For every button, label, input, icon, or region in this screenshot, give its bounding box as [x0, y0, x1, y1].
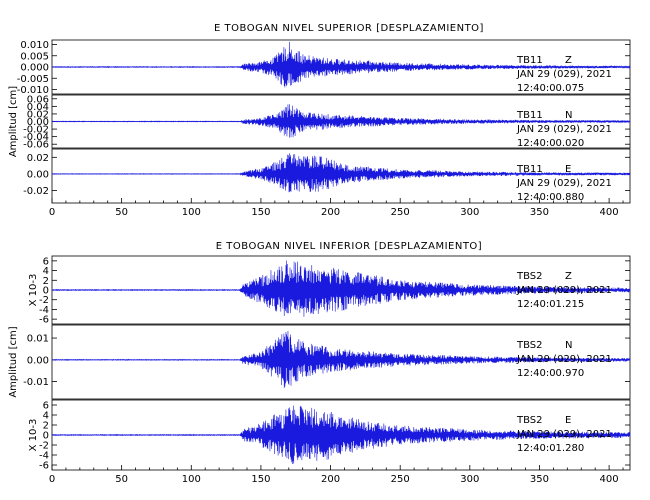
- y-tick-label: -0.01: [23, 377, 49, 388]
- y-tick-label: -0.06: [23, 140, 49, 151]
- y-tick-label: 0.04: [27, 102, 49, 113]
- seismic-trace: [51, 260, 631, 317]
- y-tick-label: 2: [43, 421, 49, 432]
- y-tick-label: 0.00: [27, 355, 49, 366]
- x-tick-label: 300: [460, 474, 479, 485]
- station-label: TBS2: [516, 415, 543, 426]
- chart-nivel-inferior: E TOBOGAN NIVEL INFERIOR [DESPLAZAMIENTO…: [8, 241, 631, 485]
- x-tick-label: 50: [115, 474, 128, 485]
- y-tick-label: 2: [43, 276, 49, 287]
- seismic-trace: [51, 153, 631, 193]
- y-tick-label: -4: [39, 305, 49, 316]
- time-label: 12:40:00.075: [517, 83, 584, 94]
- y-tick-label: -0.02: [23, 125, 49, 136]
- y-tick-label: 4: [43, 266, 49, 277]
- y-tick-label: -6: [39, 315, 49, 326]
- trace-panel-tb11-e: 0.02 0.00 -0.02 TB11 E JAN 29 (029), 2021 12:4…: [23, 148, 631, 204]
- component-label: N: [565, 110, 572, 121]
- y-tick-label: -4: [39, 451, 49, 462]
- component-label: N: [565, 340, 572, 351]
- panel-frame: [51, 324, 631, 400]
- y-tick-label: 0.02: [27, 153, 49, 164]
- station-label: TB11: [516, 55, 543, 66]
- y-axis-label: Amplitud [cm]: [8, 86, 19, 157]
- x-tick-label: 50: [115, 207, 128, 218]
- time-label: 12:40:00.020: [517, 138, 584, 149]
- x-tick-label: 0: [49, 474, 55, 485]
- y-tick-label: 0.06: [27, 94, 49, 105]
- station-label: TB11: [516, 164, 543, 175]
- time-label: 12:40:01.215: [517, 299, 584, 310]
- component-label: E: [565, 415, 571, 426]
- y-tick-label: 0.000: [20, 63, 49, 74]
- date-label: JAN 29 (029), 2021: [516, 354, 612, 365]
- component-label: Z: [565, 55, 572, 66]
- x-tick-label: 250: [391, 474, 410, 485]
- y-tick-label: 0.00: [27, 117, 49, 128]
- y-tick-label: 0: [43, 431, 49, 442]
- seismic-trace: [51, 330, 631, 388]
- x-tick-label: 350: [530, 207, 549, 218]
- time-label: 12:40:00.970: [517, 368, 584, 379]
- component-label: E: [565, 164, 571, 175]
- station-label: TBS2: [516, 340, 543, 351]
- panel-frame: [51, 148, 631, 204]
- y-tick-label: 0.01: [27, 334, 49, 345]
- y-tick-label: 0: [43, 286, 49, 297]
- date-label: JAN 29 (029), 2021: [516, 429, 612, 440]
- station-label: TBS2: [516, 271, 543, 282]
- scale-label: X 10-3: [28, 274, 39, 307]
- y-tick-label: 6: [43, 401, 49, 412]
- scale-label: X 10-3: [28, 419, 39, 452]
- y-tick-label: -0.02: [23, 186, 49, 197]
- trace-panel-tbs2-n: 0.01 0.00 -0.01 TBS2 N JAN 29 (029), 2021 12:4…: [23, 324, 631, 400]
- x-tick-label: 100: [182, 474, 201, 485]
- time-label: 12:40:01.280: [517, 443, 584, 454]
- time-label: 12:40:00.880: [517, 192, 584, 203]
- x-tick-label: 150: [251, 207, 270, 218]
- x-tick-label: 150: [251, 474, 270, 485]
- x-tick-label: 400: [600, 207, 619, 218]
- y-tick-label: 6: [43, 256, 49, 267]
- y-tick-label: 0.010: [20, 40, 49, 51]
- y-tick-label: -6: [39, 461, 49, 472]
- x-tick-label: 200: [321, 207, 340, 218]
- seismic-trace: [51, 405, 631, 465]
- y-tick-label: 0.005: [20, 51, 49, 62]
- date-label: JAN 29 (029), 2021: [516, 178, 612, 189]
- y-tick-label: -0.010: [17, 85, 49, 96]
- x-tick-label: 400: [600, 474, 619, 485]
- y-tick-label: -2: [39, 295, 49, 306]
- y-tick-label: -0.005: [17, 74, 49, 85]
- chart-title: E TOBOGAN NIVEL INFERIOR [DESPLAZAMIENTO…: [216, 241, 482, 252]
- x-tick-label: 100: [182, 207, 201, 218]
- seismic-trace: [51, 104, 631, 138]
- component-label: Z: [565, 271, 572, 282]
- station-label: TB11: [516, 110, 543, 121]
- chart-nivel-superior: E TOBOGAN NIVEL SUPERIOR [DESPLAZAMIENTO…: [8, 23, 631, 218]
- y-tick-label: 4: [43, 411, 49, 422]
- date-label: JAN 29 (029), 2021: [516, 124, 612, 135]
- y-tick-label: -0.04: [23, 132, 49, 143]
- trace-panel-tb11-n: 0.060.040.020.00-0.02-0.04-0.06 TB11 N JAN …: [23, 94, 631, 151]
- x-tick-label: 250: [391, 207, 410, 218]
- date-label: JAN 29 (029), 2021: [516, 285, 612, 296]
- x-tick-label: 200: [321, 474, 340, 485]
- date-label: JAN 29 (029), 2021: [516, 69, 612, 80]
- y-tick-label: 0.00: [27, 169, 49, 180]
- y-axis-label: Amplitud [cm]: [8, 326, 19, 397]
- y-tick-label: 0.02: [27, 109, 49, 120]
- y-tick-label: -2: [39, 441, 49, 452]
- x-tick-label: 300: [460, 207, 479, 218]
- x-tick-label: 0: [49, 207, 55, 218]
- chart-title: E TOBOGAN NIVEL SUPERIOR [DESPLAZAMIENTO…: [214, 23, 484, 34]
- seismic-trace: [51, 41, 631, 88]
- x-tick-label: 350: [530, 474, 549, 485]
